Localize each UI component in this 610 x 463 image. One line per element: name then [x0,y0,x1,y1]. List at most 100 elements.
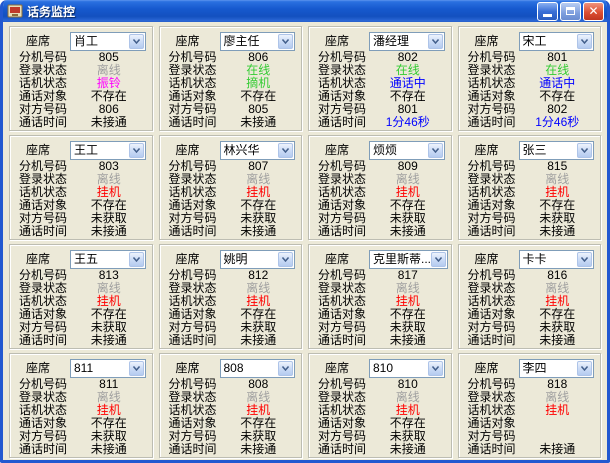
chevron-down-icon[interactable] [577,361,592,376]
call-duration-label: 通话时间 [13,116,70,129]
seat-selected-value: 姚明 [222,253,279,266]
call-duration-value: 未接通 [220,334,298,347]
seat-select[interactable]: 宋工 [519,32,595,51]
seat-select[interactable]: 810 [369,359,445,378]
call-duration-row: 通话时间 未接通 [13,443,148,456]
seat-selected-value: 810 [371,362,428,375]
chevron-down-icon[interactable] [278,34,293,49]
call-duration-value: 未接通 [220,225,298,238]
agent-panel: 座席 潘经理 分机号码 802 登录状态 在线 [308,26,452,131]
seat-select[interactable]: 潘经理 [369,32,445,51]
seat-selected-value: 林兴华 [222,144,279,157]
call-duration-label: 通话时间 [462,225,519,238]
chevron-down-icon[interactable] [278,361,293,376]
seat-selected-value: 李四 [521,362,578,375]
agent-panel: 座席 王工 分机号码 803 登录状态 离线 [9,135,153,240]
phone-status-value: 挂机 [519,404,597,417]
seat-row: 座席 肖工 [13,32,148,51]
call-duration-row: 通话时间 未接通 [312,443,447,456]
seat-select[interactable]: 烦烦 [369,141,445,160]
call-duration-label: 通话时间 [13,334,70,347]
seat-select[interactable]: 王工 [70,141,146,160]
call-duration-value: 未接通 [369,225,447,238]
call-duration-value: 未接通 [70,334,148,347]
agent-panel: 座席 克里斯蒂... 分机号码 817 登录状态 离线 [308,244,452,349]
call-duration-value: 未接通 [519,225,597,238]
seat-row: 座席 克里斯蒂... [312,250,447,269]
seat-row: 座席 王五 [13,250,148,269]
call-duration-label: 通话时间 [312,334,369,347]
agent-panel: 座席 姚明 分机号码 812 登录状态 离线 [159,244,303,349]
call-duration-label: 通话时间 [312,225,369,238]
agent-panel: 座席 肖工 分机号码 805 登录状态 离线 [9,26,153,131]
chevron-down-icon[interactable] [129,252,144,267]
call-duration-row: 通话时间 未接通 [163,116,298,129]
call-duration-row: 通话时间 未接通 [312,334,447,347]
call-duration-label: 通话时间 [462,334,519,347]
chevron-down-icon[interactable] [428,143,443,158]
agent-panel: 座席 廖主任 分机号码 806 登录状态 在线 [159,26,303,131]
seat-select[interactable]: 林兴华 [220,141,296,160]
call-duration-row: 通话时间 1分46秒 [462,116,597,129]
chevron-down-icon[interactable] [129,361,144,376]
call-duration-row: 通话时间 未接通 [163,334,298,347]
seat-row: 座席 林兴华 [163,141,298,160]
seat-label: 座席 [13,362,70,375]
seat-select[interactable]: 卡卡 [519,250,595,269]
seat-selected-value: 宋工 [521,35,578,48]
chevron-down-icon[interactable] [278,252,293,267]
call-duration-label: 通话时间 [163,225,220,238]
seat-row: 座席 张三 [462,141,597,160]
maximize-button[interactable] [560,2,581,21]
seat-select[interactable]: 廖主任 [220,32,296,51]
seat-label: 座席 [462,362,519,375]
chevron-down-icon[interactable] [431,252,446,267]
call-duration-row: 通话时间 未接通 [462,334,597,347]
seat-select[interactable]: 808 [220,359,296,378]
title-bar: 话务监控 ✕ [3,0,607,22]
seat-row: 座席 廖主任 [163,32,298,51]
chevron-down-icon[interactable] [278,143,293,158]
seat-row: 座席 姚明 [163,250,298,269]
seat-label: 座席 [13,144,70,157]
call-duration-row: 通话时间 未接通 [13,225,148,238]
seat-row: 座席 潘经理 [312,32,447,51]
chevron-down-icon[interactable] [129,143,144,158]
seat-selected-value: 克里斯蒂... [371,253,431,266]
seat-row: 座席 810 [312,359,447,378]
chevron-down-icon[interactable] [577,143,592,158]
seat-select[interactable]: 王五 [70,250,146,269]
seat-select[interactable]: 克里斯蒂... [369,250,448,269]
window-controls: ✕ [537,2,604,21]
call-duration-value: 未接通 [220,443,298,456]
call-duration-label: 通话时间 [13,225,70,238]
maximize-icon [566,7,575,15]
seat-select[interactable]: 张三 [519,141,595,160]
seat-row: 座席 808 [163,359,298,378]
chevron-down-icon[interactable] [577,252,592,267]
chevron-down-icon[interactable] [577,34,592,49]
seat-selected-value: 王工 [72,144,129,157]
chevron-down-icon[interactable] [428,34,443,49]
chevron-down-icon[interactable] [428,361,443,376]
seat-select[interactable]: 肖工 [70,32,146,51]
seat-label: 座席 [13,253,70,266]
seat-select[interactable]: 李四 [519,359,595,378]
close-button[interactable]: ✕ [583,2,604,21]
seat-label: 座席 [462,35,519,48]
seat-row: 座席 卡卡 [462,250,597,269]
call-duration-label: 通话时间 [163,443,220,456]
seat-selected-value: 肖工 [72,35,129,48]
seat-label: 座席 [163,35,220,48]
seat-selected-value: 烦烦 [371,144,428,157]
call-duration-value: 未接通 [70,443,148,456]
seat-label: 座席 [462,253,519,266]
agent-panel: 座席 808 分机号码 808 登录状态 离线 [159,353,303,458]
minimize-button[interactable] [537,2,558,21]
seat-select[interactable]: 811 [70,359,146,378]
minimize-icon [543,14,552,17]
seat-select[interactable]: 姚明 [220,250,296,269]
seat-row: 座席 811 [13,359,148,378]
call-duration-label: 通话时间 [312,116,369,129]
chevron-down-icon[interactable] [129,34,144,49]
